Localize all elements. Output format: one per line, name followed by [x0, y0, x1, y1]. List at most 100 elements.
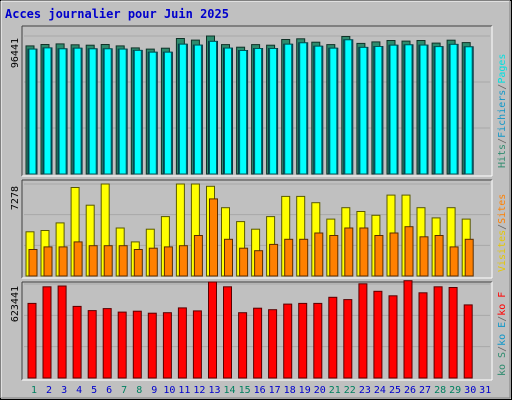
bar-sites-day-13	[209, 198, 218, 277]
bar-sites-day-14	[224, 238, 233, 277]
bar-sites-day-16	[254, 250, 264, 277]
bar-pages-day-2	[43, 47, 52, 175]
y-max-label-top: 96441	[10, 38, 21, 68]
x-tick-day-16: 16	[254, 385, 266, 396]
bar-pages-day-23	[359, 46, 368, 175]
legend-label: ko S	[497, 352, 508, 376]
x-tick-day-21: 21	[329, 385, 341, 396]
bar-sites-day-4	[73, 241, 83, 277]
bar-sites-day-15	[239, 247, 249, 277]
bar-ko-f-day-15	[238, 312, 248, 379]
bar-ko-f-day-23	[358, 283, 368, 379]
bar-sites-day-10	[163, 246, 173, 277]
legend-label: Sites	[497, 194, 508, 224]
bar-sites-day-1	[28, 249, 38, 277]
bar-sites-day-8	[133, 249, 143, 277]
x-tick-day-4: 4	[76, 385, 82, 396]
bar-pages-day-25	[389, 44, 398, 175]
x-tick-day-30: 30	[464, 385, 476, 396]
x-tick-day-31: 31	[479, 385, 491, 396]
legend-label: /	[497, 138, 508, 144]
bar-pages-day-17	[269, 48, 278, 175]
right-legend-3: ko S/ko E/ko F	[497, 292, 508, 376]
x-tick-day-20: 20	[314, 385, 326, 396]
bar-ko-f-day-14	[223, 286, 232, 379]
bar-pages-day-28	[434, 46, 443, 175]
x-tick-day-26: 26	[404, 385, 416, 396]
bar-pages-day-13	[209, 40, 217, 175]
bar-pages-day-24	[374, 46, 383, 175]
bar-pages-day-21	[329, 47, 338, 175]
bar-pages-day-12	[193, 44, 202, 175]
x-tick-day-27: 27	[419, 385, 431, 396]
x-tick-day-12: 12	[193, 385, 205, 396]
bar-sites-day-3	[58, 246, 68, 277]
bar-ko-f-day-24	[373, 290, 383, 379]
bar-ko-f-day-13	[208, 281, 217, 379]
x-tick-day-14: 14	[223, 385, 235, 396]
bar-pages-day-5	[88, 48, 97, 175]
bar-pages-day-4	[73, 47, 82, 175]
bar-pages-day-7	[118, 48, 127, 175]
bar-ko-f-day-21	[328, 296, 338, 379]
bar-sites-day-20	[314, 232, 324, 277]
bar-pages-day-16	[254, 48, 263, 175]
panel-bottom	[21, 280, 493, 381]
bar-pages-day-19	[299, 42, 308, 175]
x-tick-day-24: 24	[374, 385, 386, 396]
legend-label: Pages	[497, 54, 508, 84]
bar-sites-day-17	[269, 243, 279, 277]
x-tick-day-1: 1	[31, 385, 37, 396]
bar-sites-day-21	[329, 235, 339, 277]
bar-ko-f-day-6	[102, 308, 112, 379]
bar-pages-day-1	[28, 48, 37, 175]
x-tick-day-25: 25	[389, 385, 401, 396]
bar-sites-day-27	[419, 236, 429, 277]
bar-sites-day-9	[148, 247, 158, 277]
bar-ko-f-day-29	[448, 287, 458, 379]
bar-sites-day-6	[103, 245, 113, 277]
bar-ko-f-day-2	[42, 286, 52, 379]
right-legend-2: Visites/Sites	[497, 194, 508, 272]
bar-ko-f-day-22	[343, 299, 353, 379]
bar-pages-day-3	[58, 48, 67, 175]
bar-pages-day-14	[224, 47, 232, 175]
x-tick-day-18: 18	[284, 385, 296, 396]
bar-pages-day-27	[419, 44, 428, 175]
x-tick-day-28: 28	[434, 385, 446, 396]
bar-ko-f-day-7	[117, 311, 127, 379]
x-tick-day-11: 11	[178, 385, 190, 396]
legend-label: /	[497, 224, 508, 230]
bar-pages-day-9	[148, 51, 157, 175]
bar-pages-day-26	[404, 44, 413, 175]
legend-label: Hits	[497, 144, 508, 168]
panel-middle	[21, 179, 493, 279]
x-tick-day-22: 22	[344, 385, 356, 396]
bar-ko-f-day-9	[147, 312, 157, 379]
legend-label: ko F	[497, 292, 508, 316]
y-max-label-middle: 7278	[10, 186, 21, 210]
x-tick-day-29: 29	[449, 385, 461, 396]
bar-ko-f-day-26	[403, 280, 413, 379]
bar-sites-day-7	[118, 245, 128, 277]
bar-ko-f-day-27	[418, 292, 428, 379]
bar-ko-f-day-30	[463, 304, 473, 379]
bar-pages-day-18	[284, 43, 293, 175]
bar-pages-day-15	[239, 50, 248, 175]
bar-sites-day-29	[449, 246, 459, 277]
bar-sites-day-24	[374, 235, 384, 277]
bar-pages-day-10	[163, 51, 172, 175]
x-tick-day-9: 9	[151, 385, 157, 396]
series-sites	[28, 198, 474, 277]
bar-ko-f-day-8	[132, 310, 142, 379]
legend-label: /	[497, 346, 508, 352]
bar-pages-day-29	[449, 43, 458, 175]
bar-pages-day-8	[133, 49, 142, 175]
legend-label: /	[497, 316, 508, 322]
x-tick-day-7: 7	[121, 385, 127, 396]
bar-sites-day-18	[284, 238, 294, 277]
bar-sites-day-19	[299, 238, 309, 277]
bar-sites-day-5	[88, 245, 98, 277]
bar-sites-day-26	[404, 226, 414, 277]
